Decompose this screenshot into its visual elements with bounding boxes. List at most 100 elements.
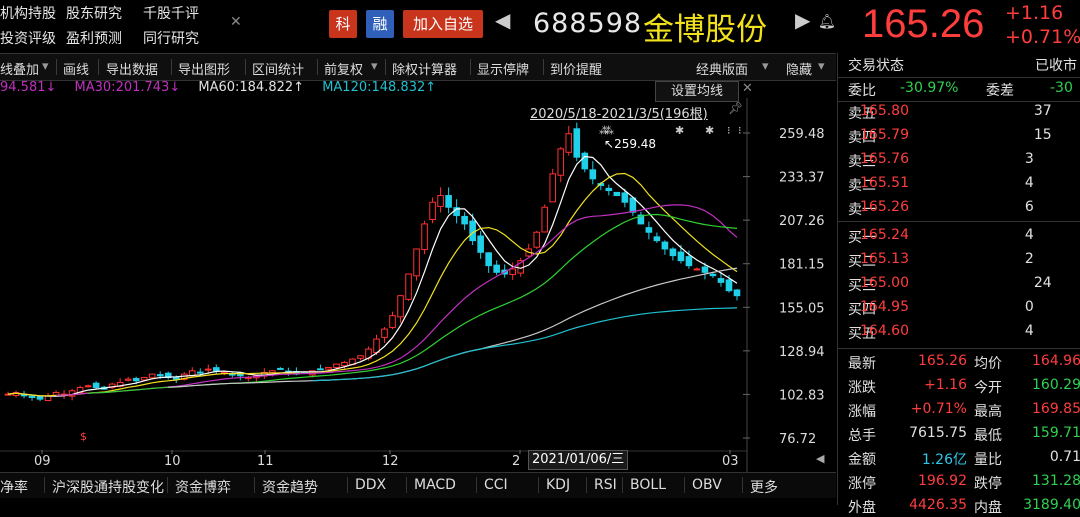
prev-stock-icon[interactable]: ◀ [495, 8, 511, 32]
nav-profit-forecast[interactable]: 盈利预测 [66, 31, 122, 47]
ex-rights-calculator-button[interactable]: 除权计算器 [392, 63, 458, 78]
tab-5[interactable]: DDX [355, 477, 387, 493]
orderbook-volume[interactable]: 6 [1024, 199, 1034, 215]
weibi-value: -30.97% [900, 80, 959, 96]
scroll-left-icon[interactable]: ◀ [816, 452, 825, 465]
candle-body [613, 191, 621, 197]
tab-10[interactable]: BOLL [630, 477, 666, 493]
candle-body [405, 273, 412, 300]
close-icon[interactable]: ✕ [742, 81, 753, 96]
orderbook-price[interactable]: 165.80 [860, 103, 909, 119]
layout-select[interactable]: 经典版面 [696, 63, 749, 78]
stat-label: 最低 [974, 428, 1002, 444]
orderbook-volume[interactable]: 4 [1024, 323, 1034, 339]
orderbook-price[interactable]: 165.51 [860, 175, 909, 191]
divider [838, 348, 1080, 349]
stat-value: 165.26 [918, 353, 967, 369]
tab-3[interactable]: 资金博弈 [175, 480, 231, 496]
orderbook-volume[interactable]: 3 [1024, 151, 1034, 167]
orderbook-price[interactable]: 165.79 [860, 127, 909, 143]
draw-line-button[interactable]: 画线 [63, 63, 90, 78]
y-tick-label: 207.26 [779, 214, 825, 229]
orderbook-volume[interactable]: 4 [1024, 175, 1034, 191]
tab-9[interactable]: RSI [594, 477, 617, 493]
nav-stock-review[interactable]: 千股千评 [143, 6, 199, 22]
pin-icon[interactable]: 📌︎ [728, 101, 744, 115]
stat-label: 外盘 [848, 500, 876, 516]
nav-institution-holding[interactable]: 机构持股 [0, 6, 56, 22]
orderbook-volume[interactable]: 2 [1024, 251, 1034, 267]
orderbook-level-label: 卖四 [848, 130, 876, 146]
add-favorite-button[interactable]: 加入自选 [403, 10, 483, 38]
overlay-lines-button[interactable]: 线叠加 [0, 63, 40, 78]
divider [586, 477, 587, 493]
candle-body [421, 223, 428, 251]
tab-1[interactable]: 净率 [0, 480, 28, 496]
trade-status-value: 已收市 [1035, 58, 1077, 74]
orderbook-price[interactable]: 164.95 [860, 299, 909, 315]
nav-peer-research[interactable]: 同行研究 [143, 31, 199, 47]
event-star-icon[interactable]: ⁝ [738, 124, 742, 137]
x-tick-label: 11 [257, 454, 274, 469]
orderbook-volume[interactable]: 37 [1033, 103, 1052, 119]
indicator-tabs: 净率 沪深股通持股变化 资金博弈 资金趋势 DDX MACD CCI KDJ RSI BOLL OB… [0, 472, 836, 498]
divider [254, 477, 255, 493]
divider [838, 221, 1080, 222]
show-suspension-button[interactable]: 显示停牌 [477, 63, 530, 78]
candle-body [717, 278, 725, 283]
event-star-icon[interactable]: ⁂ [603, 124, 614, 137]
event-star-icon[interactable]: ✱ [705, 124, 714, 137]
kline-chart[interactable]: ⁂⁂ ✱ ✱ ⁝ ⁝ 259.48 233.37 207.26 181.15 155.05 128… [0, 98, 836, 472]
next-stock-icon[interactable]: ▶ [795, 8, 811, 32]
export-graphic-button[interactable]: 导出图形 [178, 63, 231, 78]
ma10-line [7, 172, 738, 397]
dropdown-icon[interactable]: ▾ [818, 59, 825, 74]
stat-label: 总手 [848, 428, 876, 444]
orderbook-volume[interactable]: 4 [1024, 227, 1034, 243]
stat-label: 量比 [974, 452, 1002, 468]
tab-7[interactable]: CCI [484, 477, 508, 493]
y-tick-label: 155.05 [779, 301, 825, 316]
event-marker-icon[interactable]: $ [80, 430, 87, 443]
tab-12[interactable]: 更多 [750, 480, 778, 496]
tab-2[interactable]: 沪深股通持股变化 [52, 480, 164, 496]
orderbook-price[interactable]: 165.13 [860, 251, 909, 267]
orderbook-volume[interactable]: 15 [1033, 127, 1052, 143]
candle-body [645, 227, 653, 233]
orderbook-price[interactable]: 165.26 [860, 199, 909, 215]
dropdown-icon[interactable]: ▾ [762, 59, 769, 74]
hide-button[interactable]: 隐藏 [786, 63, 813, 78]
orderbook-price[interactable]: 164.60 [860, 323, 909, 339]
tab-8[interactable]: KDJ [546, 477, 571, 493]
dropdown-icon[interactable]: ▾ [371, 59, 378, 74]
adjust-mode-select[interactable]: 前复权 [324, 63, 364, 78]
close-icon[interactable]: ✕ [230, 14, 242, 30]
price-alert-button[interactable]: 到价提醒 [550, 63, 603, 78]
export-data-button[interactable]: 导出数据 [106, 63, 159, 78]
divider [543, 59, 544, 75]
orderbook-volume[interactable]: 0 [1024, 299, 1034, 315]
event-star-icon[interactable]: ⁂ [599, 124, 610, 137]
orderbook-volume[interactable]: 24 [1033, 275, 1052, 291]
candle-body [84, 385, 92, 388]
event-star-icon[interactable]: ⁝ [727, 124, 731, 137]
alert-bell-icon[interactable]: 🔔︎ [818, 14, 836, 30]
orderbook-price[interactable]: 165.24 [860, 227, 909, 243]
range-stats-button[interactable]: 区间统计 [252, 63, 305, 78]
tab-6[interactable]: MACD [414, 477, 456, 493]
set-ma-button[interactable]: 设置均线 [655, 81, 739, 102]
stat-label: 均价 [974, 356, 1002, 372]
nav-investment-rating[interactable]: 投资评级 [0, 31, 56, 47]
event-star-icon[interactable]: ✱ [675, 124, 684, 137]
stat-label: 涨停 [848, 476, 876, 492]
orderbook-price[interactable]: 165.00 [860, 275, 909, 291]
y-tick-label: 128.94 [779, 345, 825, 360]
y-tick-label: 76.72 [779, 432, 816, 447]
tab-4[interactable]: 资金趋势 [262, 480, 318, 496]
candle-body [116, 381, 124, 387]
orderbook-price[interactable]: 165.76 [860, 151, 909, 167]
dropdown-icon[interactable]: ▾ [42, 59, 49, 74]
tab-11[interactable]: OBV [692, 477, 722, 493]
candle-body [92, 382, 100, 388]
nav-shareholder-research[interactable]: 股东研究 [66, 6, 122, 22]
